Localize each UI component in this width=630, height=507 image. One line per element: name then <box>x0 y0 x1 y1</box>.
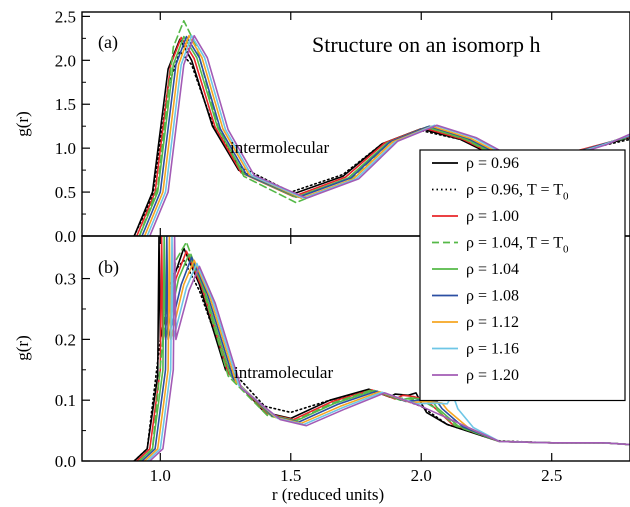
legend-label: ρ = 1.04, T = T0 <box>466 235 569 256</box>
x-tick-label: 1.5 <box>280 466 301 485</box>
y-tick-label: 0.3 <box>55 270 76 289</box>
plot-frame <box>81 235 630 462</box>
legend-label: ρ = 0.96, T = T0 <box>466 182 569 203</box>
y-tick-label: 0.5 <box>55 183 76 202</box>
series-line-b-7 <box>146 236 630 461</box>
legend-label: ρ = 1.04 <box>466 261 519 278</box>
series-line-b-5 <box>141 236 630 461</box>
legend-label: ρ = 1.12 <box>466 314 519 331</box>
y-tick-label: 0.0 <box>55 452 76 471</box>
legend-label: ρ = 0.96 <box>466 155 519 172</box>
y-axis-label-bottom: g(r) <box>13 335 32 360</box>
x-tick-label: 2.5 <box>541 466 562 485</box>
legend-label: ρ = 1.08 <box>466 288 519 305</box>
legend-label: ρ = 1.20 <box>466 367 519 384</box>
annotation-intramolecular: intramolecular <box>234 363 333 382</box>
legend-box <box>419 149 626 402</box>
annotation-intermolecular: intermolecular <box>230 138 329 157</box>
y-tick-label: 1.0 <box>55 139 76 158</box>
panel-label-b: (b) <box>98 257 119 278</box>
x-tick-label: 2.0 <box>411 466 432 485</box>
legend: ρ = 0.96 ρ = 0.96, T = T0 ρ = 1.00 ρ = 1.04… <box>419 149 626 402</box>
y-tick-label: 2.5 <box>55 7 76 26</box>
series-line-b-8 <box>149 236 630 461</box>
figure-title: Structure on an isomorp h <box>312 32 541 57</box>
panel-b-intramolecular: 0.0 0.1 0.2 0.3 1.0 1.5 2.0 2.5 <box>55 235 630 485</box>
legend-label: ρ = 1.00 <box>466 208 519 225</box>
x-tick-label: 1.0 <box>150 466 171 485</box>
panel-label-a: (a) <box>98 32 118 53</box>
legend-label: ρ = 1.16 <box>466 341 519 358</box>
y-tick-label: 1.5 <box>55 95 76 114</box>
y-tick-label: 0.0 <box>55 227 76 246</box>
y-tick-label: 0.1 <box>55 391 76 410</box>
y-tick-label: 0.2 <box>55 330 76 349</box>
x-axis-label: r (reduced units) <box>272 485 384 504</box>
y-tick-label: 2.0 <box>55 51 76 70</box>
y-axis-label-top: g(r) <box>13 111 32 136</box>
